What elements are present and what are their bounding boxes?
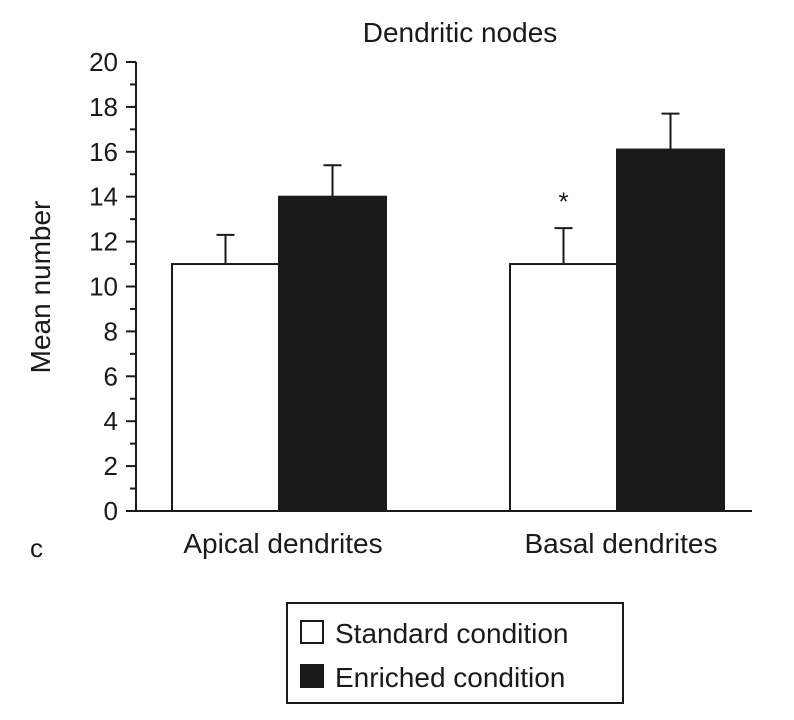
- chart-title: Dendritic nodes: [363, 17, 558, 48]
- legend-swatch-standard: [300, 620, 324, 644]
- y-tick-label: 6: [104, 361, 118, 391]
- y-tick-label: 16: [89, 137, 118, 167]
- bar-standard-apical: [171, 263, 280, 512]
- y-tick-label: 18: [89, 92, 118, 122]
- y-tick-label: 8: [104, 316, 118, 346]
- y-tick-label: 4: [104, 406, 118, 436]
- y-tick-label: 20: [89, 47, 118, 77]
- significance-marker: *: [558, 186, 568, 216]
- legend-swatch-enriched: [300, 664, 324, 688]
- x-category-label: Basal dendrites: [524, 528, 717, 559]
- bar-standard-basal: [509, 263, 618, 512]
- bar-enriched-apical: [278, 195, 387, 512]
- y-tick-label: 2: [104, 451, 118, 481]
- legend-label-standard: Standard condition: [335, 618, 569, 649]
- y-tick-label: 14: [89, 182, 118, 212]
- y-tick-label: 12: [89, 227, 118, 257]
- panel-label: c: [30, 533, 43, 563]
- y-tick-label: 0: [104, 496, 118, 526]
- x-category-label: Apical dendrites: [183, 528, 382, 559]
- legend: Standard condition Enriched condition: [286, 602, 624, 704]
- y-axis-label: Mean number: [25, 201, 56, 374]
- bar-enriched-basal: [616, 148, 725, 512]
- y-tick-label: 10: [89, 272, 118, 302]
- legend-box: [286, 602, 624, 704]
- legend-label-enriched: Enriched condition: [335, 662, 565, 693]
- plot-area: 0 2 4 6 8 10 12 14 16 18 20 Apical dendrites Basal d…: [89, 47, 752, 559]
